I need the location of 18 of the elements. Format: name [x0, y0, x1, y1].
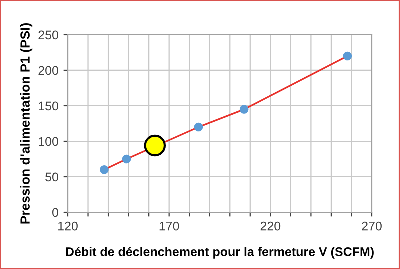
x-tick-label: 270: [362, 222, 382, 231]
point: [343, 52, 352, 61]
y-tick-label: 0: [52, 208, 58, 218]
point: [100, 166, 109, 174]
y-tick-label: 100: [39, 137, 58, 146]
point: [194, 122, 204, 132]
x-axis-title: Débit de déclenchement pour la fermeture V (SCFM): [66, 247, 374, 259]
x-tick-label: 170: [160, 222, 180, 231]
point: [240, 105, 249, 114]
y-axis-title: Pression d'alimentation P1 (PSI): [20, 23, 33, 224]
y-tick-label: 50: [46, 172, 58, 182]
x-tick-label: 220: [260, 222, 281, 231]
y-tick-label: 200: [38, 66, 58, 76]
point: [144, 134, 166, 157]
point: [122, 154, 132, 164]
y-tick-label: 250: [38, 30, 58, 40]
x-tick-label: 120: [58, 222, 78, 231]
y-tick-label: 150: [39, 102, 58, 111]
